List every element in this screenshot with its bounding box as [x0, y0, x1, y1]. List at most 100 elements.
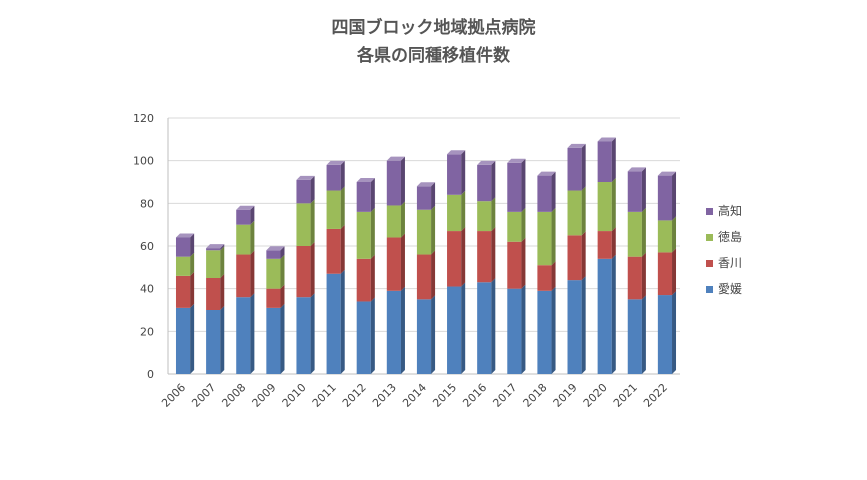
bar-segment — [326, 228, 341, 274]
x-tick-label: 2017 — [490, 381, 519, 410]
chart-subtitle: 各県の同種移植件数 — [357, 46, 510, 66]
bar-segment — [507, 162, 522, 212]
legend-label: 愛媛 — [718, 282, 742, 296]
legend-label: 香川 — [718, 256, 742, 270]
bar-segment-top — [567, 143, 586, 148]
x-tick-label: 2008 — [219, 381, 248, 410]
bar-segment-top — [416, 182, 436, 187]
bar-segment-side — [431, 250, 436, 300]
bar-segment — [236, 254, 251, 298]
bar-segment — [597, 141, 612, 182]
x-tick-label: 2015 — [430, 381, 459, 410]
legend-item: 香川 — [706, 256, 742, 270]
bar-segment-top — [326, 160, 345, 165]
y-tick-label: 80 — [140, 197, 154, 210]
bar-segment-side — [672, 216, 677, 253]
bar-segment-top — [657, 171, 677, 176]
bar-segment — [175, 307, 191, 374]
y-tick-label: 0 — [147, 368, 154, 381]
bar-segment-side — [551, 286, 556, 374]
bar-segment — [266, 250, 281, 259]
bar-stack-2016 — [477, 160, 496, 374]
bar-segment-side — [400, 286, 405, 374]
bar-segment — [507, 211, 522, 242]
bar-segment-side — [551, 261, 556, 291]
bar-segment-side — [310, 199, 315, 246]
bar-segment-side — [250, 293, 255, 374]
bar-stack-2014 — [416, 182, 436, 374]
bar-segment — [477, 231, 492, 283]
bar-segment-side — [641, 252, 646, 300]
bar-segment-side — [280, 284, 285, 308]
bar-segment-side — [611, 178, 616, 232]
bar-segment-side — [340, 269, 345, 374]
x-tick-label: 2016 — [460, 381, 489, 410]
bar-segment — [657, 220, 673, 253]
bar-stack-2008 — [236, 205, 255, 374]
bar-segment-side — [431, 295, 436, 374]
bar-segment — [627, 171, 642, 212]
bar-segment — [236, 209, 251, 225]
bar-segment — [386, 160, 401, 206]
bar-segment — [447, 286, 462, 374]
bar-segment — [266, 288, 281, 308]
bar-segment-side — [280, 246, 285, 259]
bar-segment — [266, 258, 281, 289]
bar-segment-side — [461, 282, 466, 374]
bar-segment — [597, 231, 612, 259]
legend-item: 高知 — [706, 203, 742, 218]
bar-segment-side — [611, 254, 616, 374]
bar-segment-side — [400, 201, 405, 238]
bar-stack-2022 — [657, 171, 677, 374]
bar-segment — [356, 211, 371, 259]
y-tick-label: 20 — [140, 325, 154, 338]
bar-segment-side — [491, 278, 496, 374]
bar-segment-top — [206, 244, 225, 249]
bar-stack-2019 — [567, 143, 586, 374]
bar-segment — [627, 299, 642, 374]
bar-segment-side — [250, 250, 255, 298]
x-tick-label: 2013 — [370, 381, 399, 410]
bar-segment-side — [491, 227, 496, 283]
bar-segment-side — [220, 274, 225, 310]
bar-segment-side — [310, 242, 315, 298]
bar-stack-2018 — [537, 171, 556, 374]
bar-segment — [537, 265, 552, 291]
bar-stack-2007 — [206, 244, 225, 374]
bar-segment-top — [386, 156, 405, 161]
bar-segment-side — [611, 227, 616, 259]
bar-segment-side — [190, 271, 195, 308]
bar-segment — [537, 290, 552, 374]
bar-segment-side — [491, 160, 496, 202]
bar-segment — [266, 307, 281, 374]
legend-swatch — [706, 260, 713, 267]
bar-stack-2010 — [296, 175, 315, 374]
bar-segment — [296, 203, 311, 246]
x-tick-label: 2020 — [581, 381, 610, 410]
bar-segment — [477, 201, 492, 232]
bar-segment — [597, 182, 612, 232]
bar-segment — [356, 182, 371, 212]
bar-segment-side — [521, 158, 526, 212]
bar-segment-side — [431, 205, 436, 255]
bar-segment — [657, 295, 673, 374]
bar-segment-top — [266, 246, 285, 251]
bar-segment-side — [521, 284, 526, 374]
bar-segment — [386, 205, 401, 238]
bar-segment — [296, 246, 311, 298]
bar-segment-side — [190, 303, 195, 374]
legend-item: 徳島 — [706, 229, 742, 244]
x-tick-label: 2011 — [310, 381, 339, 410]
y-tick-label: 60 — [140, 240, 154, 253]
bar-segment — [296, 297, 311, 374]
legend-swatch — [706, 234, 713, 241]
bar-segment — [175, 256, 191, 276]
bar-segment — [175, 275, 191, 308]
bar-stack-2012 — [356, 178, 375, 374]
bar-segment-top — [296, 175, 315, 180]
bar-segment-side — [280, 303, 285, 374]
legend-swatch — [706, 286, 713, 293]
bar-segment-side — [340, 186, 345, 229]
bar-segment-side — [581, 143, 586, 191]
bar-stack-2020 — [597, 137, 616, 374]
